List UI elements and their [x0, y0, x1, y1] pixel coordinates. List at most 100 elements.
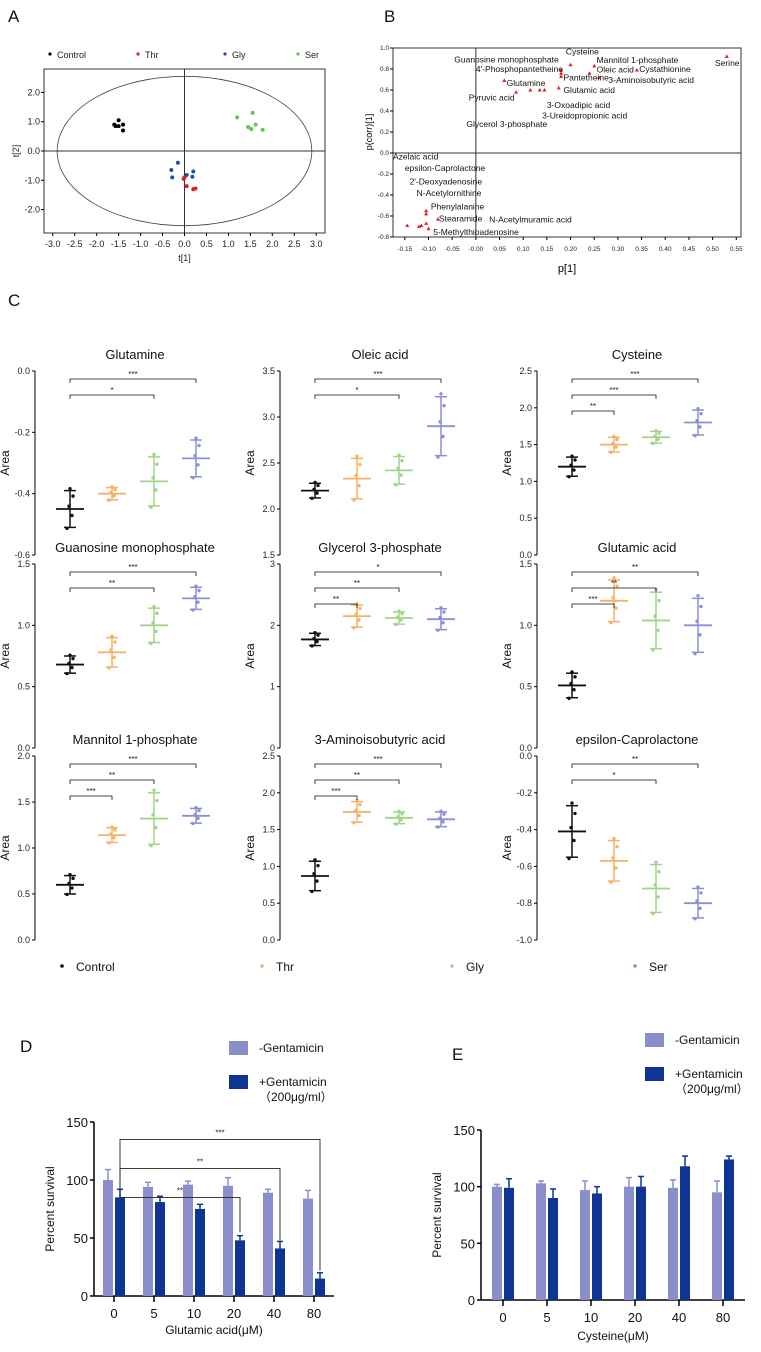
b-y-tick-label: 0.4 [380, 108, 389, 115]
c-data-point [109, 648, 113, 652]
d-significance-bracket [119, 1188, 241, 1233]
c-significance-bracket [69, 378, 197, 383]
c-data-point [436, 628, 440, 632]
c-significance-bracket [571, 410, 615, 415]
c-plot-title: 3-Aminoisobutyric acid [315, 732, 446, 747]
a-legend-label-thr: Thr [145, 50, 159, 60]
d-x-tick-label: 80 [307, 1306, 321, 1321]
a-legend-label-gly: Gly [232, 50, 246, 60]
c-data-point [569, 463, 573, 467]
b-point-label: Glutamine [507, 78, 546, 88]
b-point-marker [514, 90, 519, 94]
d-significance-label: ** [177, 1186, 183, 1195]
d-significance-label: ** [197, 1157, 203, 1166]
c-y-axis-label: Area [500, 643, 514, 669]
c-data-point [696, 593, 700, 598]
c-y-tick-label: -0.6 [14, 550, 30, 560]
d-bar [143, 1186, 153, 1296]
a-x-tick-label: 3.0 [310, 239, 323, 249]
c-data-point [394, 622, 398, 627]
b-point-label: Mannitol 1-phosphate [597, 55, 679, 65]
c-data-point [612, 836, 616, 841]
b-point-label: 3-Aminoisobutyric acid [608, 75, 694, 85]
a-x-tick-label: -3.0 [45, 239, 61, 249]
d-legend-label: +Gentamicin [259, 1075, 327, 1089]
c-data-point [442, 812, 446, 816]
c-significance-bracket [69, 763, 197, 768]
d-x-axis-label: Glutamic acid(μM) [165, 1323, 263, 1337]
c-data-point [651, 648, 655, 652]
c-significance-label: *** [609, 386, 618, 395]
d-x-tick-label: 0 [110, 1306, 117, 1321]
b-point-marker [568, 62, 573, 67]
e-legend-label: -Gentamicin [675, 1033, 740, 1047]
c-y-axis-label: Area [243, 450, 257, 476]
b-point-marker [559, 68, 564, 72]
e-bar [548, 1198, 558, 1300]
c-y-tick-label: 1.5 [519, 440, 532, 450]
c-data-point [358, 462, 362, 467]
a-point-control [113, 124, 118, 129]
c-data-point [572, 468, 576, 472]
c-data-point [569, 825, 573, 830]
b-point-label: Phenylalanine [431, 202, 485, 212]
b-plot-frame [392, 47, 742, 238]
c-y-tick-label: 1.0 [17, 843, 30, 853]
c-data-point [615, 437, 619, 442]
c-data-point [151, 621, 155, 625]
c-data-point [67, 504, 71, 508]
b-point-label: Pyruvic acid [469, 93, 515, 103]
c-data-point [614, 606, 618, 610]
b-point-marker [542, 88, 547, 92]
b-point-marker [424, 221, 429, 225]
c-data-point [193, 812, 197, 817]
c-y-axis-label: Area [500, 450, 514, 476]
e-bar [492, 1186, 502, 1300]
c-data-point [569, 681, 573, 686]
d-bar [155, 1202, 165, 1296]
c-plot-title: Glutamine [105, 347, 164, 362]
c-significance-bracket [314, 779, 400, 784]
c-data-point [194, 436, 198, 440]
c-y-axis-label: Area [243, 643, 257, 669]
c-data-point [400, 459, 404, 463]
c-data-point [396, 466, 400, 470]
a-y-tick-label: 2.0 [27, 87, 40, 97]
c-data-point [110, 825, 114, 829]
b-y-tick-label: 0.8 [380, 66, 389, 73]
c-data-point [352, 626, 356, 630]
panel-label-a: A [8, 7, 20, 26]
b-point-label: 4'-Phosphopantetheine [476, 64, 563, 74]
c-data-point [113, 828, 117, 832]
c-data-point [65, 526, 69, 531]
c-significance-label: *** [373, 755, 382, 764]
c-y-tick-label: 2.0 [262, 788, 275, 798]
b-point-marker [424, 208, 429, 213]
c-legend-label-ser: Ser [649, 960, 668, 974]
c-data-point [397, 453, 401, 457]
c-legend-label-control: Control [76, 960, 115, 974]
c-significance-label: ** [611, 579, 617, 588]
c-data-point [154, 488, 158, 492]
c-significance-label: *** [128, 370, 137, 379]
c-y-tick-label: 1.5 [262, 825, 275, 835]
b-x-tick-label: -0.05 [445, 246, 460, 253]
e-bar [712, 1192, 722, 1300]
a-y-axis-label: t[2] [11, 145, 21, 158]
c-data-point [441, 621, 445, 625]
d-x-tick-label: 10 [187, 1306, 201, 1321]
b-point-label: Stearamide [439, 213, 483, 223]
c-significance-bracket [69, 571, 197, 576]
c-data-point [191, 821, 195, 826]
c-data-point [696, 885, 700, 889]
c-data-point [573, 811, 577, 816]
c-data-point [653, 614, 657, 618]
c-data-point [110, 634, 114, 638]
c-data-point [68, 653, 72, 657]
a-x-tick-label: -0.5 [155, 239, 171, 249]
c-y-tick-label: 0.0 [519, 743, 532, 753]
a-point-ser [253, 122, 258, 127]
c-data-point [354, 612, 358, 617]
b-y-tick-label: -0.2 [378, 171, 390, 178]
c-data-point [396, 615, 400, 619]
